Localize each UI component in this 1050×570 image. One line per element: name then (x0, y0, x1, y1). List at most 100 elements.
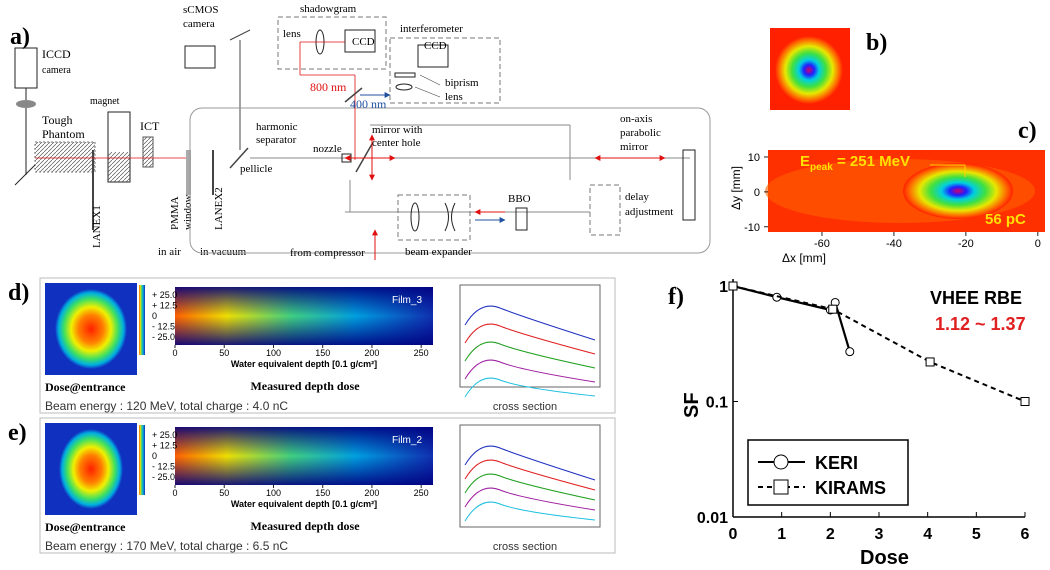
point (1020, 397, 1030, 407)
y-tick-label: 10 (748, 152, 760, 164)
cross-section-plot (459, 424, 601, 528)
caption: Measured depth dose (250, 379, 360, 393)
panel-f: f) VHEE RBE 1.12 ~ 1.37 SF Dose 0.01 0.1 1… (668, 279, 1030, 569)
label: mirror (620, 141, 648, 153)
panel-a: a) ICCD camera Tough Phantom magnet ICT … (10, 3, 711, 260)
panel-label: e) (8, 420, 27, 446)
annotation: = 251 MeV (833, 153, 910, 170)
panel-label: a) (10, 24, 30, 50)
expander-box (397, 194, 471, 241)
cross-section-curve (464, 501, 596, 522)
label: camera (183, 18, 215, 30)
cross-section-curve (464, 473, 596, 501)
point (828, 304, 838, 314)
x-tick-label: -20 (958, 238, 974, 250)
label: from compressor (290, 247, 365, 259)
y-tick-label: + 12.5 (152, 301, 177, 311)
legend-marker (773, 479, 789, 495)
x-tick-label: 150 (315, 488, 330, 498)
x-tick-label: 150 (315, 348, 330, 358)
y-tick-label: + 25.0 (152, 290, 177, 300)
colorbar (139, 425, 145, 495)
caption: Measured depth dose (250, 519, 360, 533)
label: camera (42, 65, 71, 76)
x-tick-label: 100 (266, 348, 281, 358)
dose-map (55, 289, 127, 369)
cross-section-curve (464, 445, 596, 481)
y-tick-label: -10 (744, 222, 760, 234)
x-tick-label: 3 (875, 526, 884, 543)
panel-frame (39, 417, 616, 554)
ict (142, 136, 154, 168)
label: ICT (140, 119, 160, 133)
phantom (34, 141, 96, 173)
label: CCD (424, 40, 447, 52)
point (845, 347, 855, 357)
x-tick-label: -60 (814, 238, 830, 250)
vacuum-chamber (189, 107, 711, 254)
x-tick-label: 2 (826, 526, 835, 543)
panel-label: b) (866, 30, 887, 56)
depth-map-shade (175, 427, 433, 485)
lens (410, 202, 420, 232)
x-tick-label: 6 (1021, 526, 1030, 543)
label: 800 nm (310, 80, 347, 94)
label: sCMOS (183, 4, 218, 16)
y-tick-label: - 25.0 (152, 332, 175, 342)
caption: Beam energy : 170 MeV, total charge : 6.… (45, 539, 288, 553)
cross-section-curve (464, 341, 596, 369)
label: shadowgram (300, 3, 357, 15)
axis-label: Δy [mm] (729, 166, 743, 210)
annotation: 1.12 ~ 1.37 (935, 314, 1026, 334)
colorbar (139, 285, 145, 355)
magnet-pole (108, 152, 130, 182)
label: interferometer (400, 23, 463, 35)
delay-box (589, 184, 621, 236)
label: lens (283, 28, 301, 40)
axis-label: Water equivalent depth [0.1 g/cm²] (231, 499, 377, 509)
x-tick-label: 200 (364, 488, 379, 498)
film-label: Film_2 (392, 435, 422, 446)
panel-label: c) (1018, 118, 1037, 144)
x-tick-label: 200 (364, 348, 379, 358)
axis-label: Dose (860, 547, 909, 569)
legend-label: KERI (815, 453, 858, 473)
label: harmonic (256, 121, 298, 133)
label: pellicle (240, 163, 272, 175)
panel-b: b) (770, 28, 887, 110)
y-tick-label: 0.01 (697, 510, 728, 527)
label: mirror with (372, 124, 423, 136)
lens (16, 100, 36, 108)
y-tick-label: - 12.5 (152, 462, 175, 472)
x-tick-label: 0 (729, 526, 738, 543)
biprism (394, 72, 416, 78)
label: adjustment (625, 206, 673, 218)
x-tick-label: 0 (172, 348, 177, 358)
legend-label: KIRAMS (815, 478, 886, 498)
label: in air (158, 246, 181, 258)
cross-section-curve (464, 487, 596, 511)
x-tick-label: 0 (172, 488, 177, 498)
iccd-box (14, 47, 38, 89)
panel-frame (39, 277, 616, 414)
y-tick-label: 0.1 (706, 395, 728, 412)
legend-marker (773, 454, 789, 470)
x-tick-label: 1 (777, 526, 786, 543)
panel-c: c) Epeak = 251 MeV 56 pC Δy [mm] Δx [mm]… (729, 118, 1045, 265)
dose-map (59, 429, 123, 509)
lens (395, 83, 413, 91)
y-tick-label: - 25.0 (152, 472, 175, 482)
label: CCD (352, 36, 375, 48)
x-tick-label: -40 (886, 238, 902, 250)
label: 400 nm (350, 97, 387, 111)
label: separator (256, 134, 297, 146)
annotation: VHEE RBE (930, 288, 1022, 308)
cross-section-curve (464, 459, 596, 491)
cross-section-curve (464, 305, 596, 341)
x-tick-label: 4 (923, 526, 932, 543)
panel-label: d) (8, 280, 29, 306)
x-tick-label: 0 (1035, 238, 1041, 250)
x-tick-label: 50 (219, 348, 229, 358)
axis-label: Δx [mm] (782, 251, 826, 265)
label: delay (625, 191, 649, 203)
